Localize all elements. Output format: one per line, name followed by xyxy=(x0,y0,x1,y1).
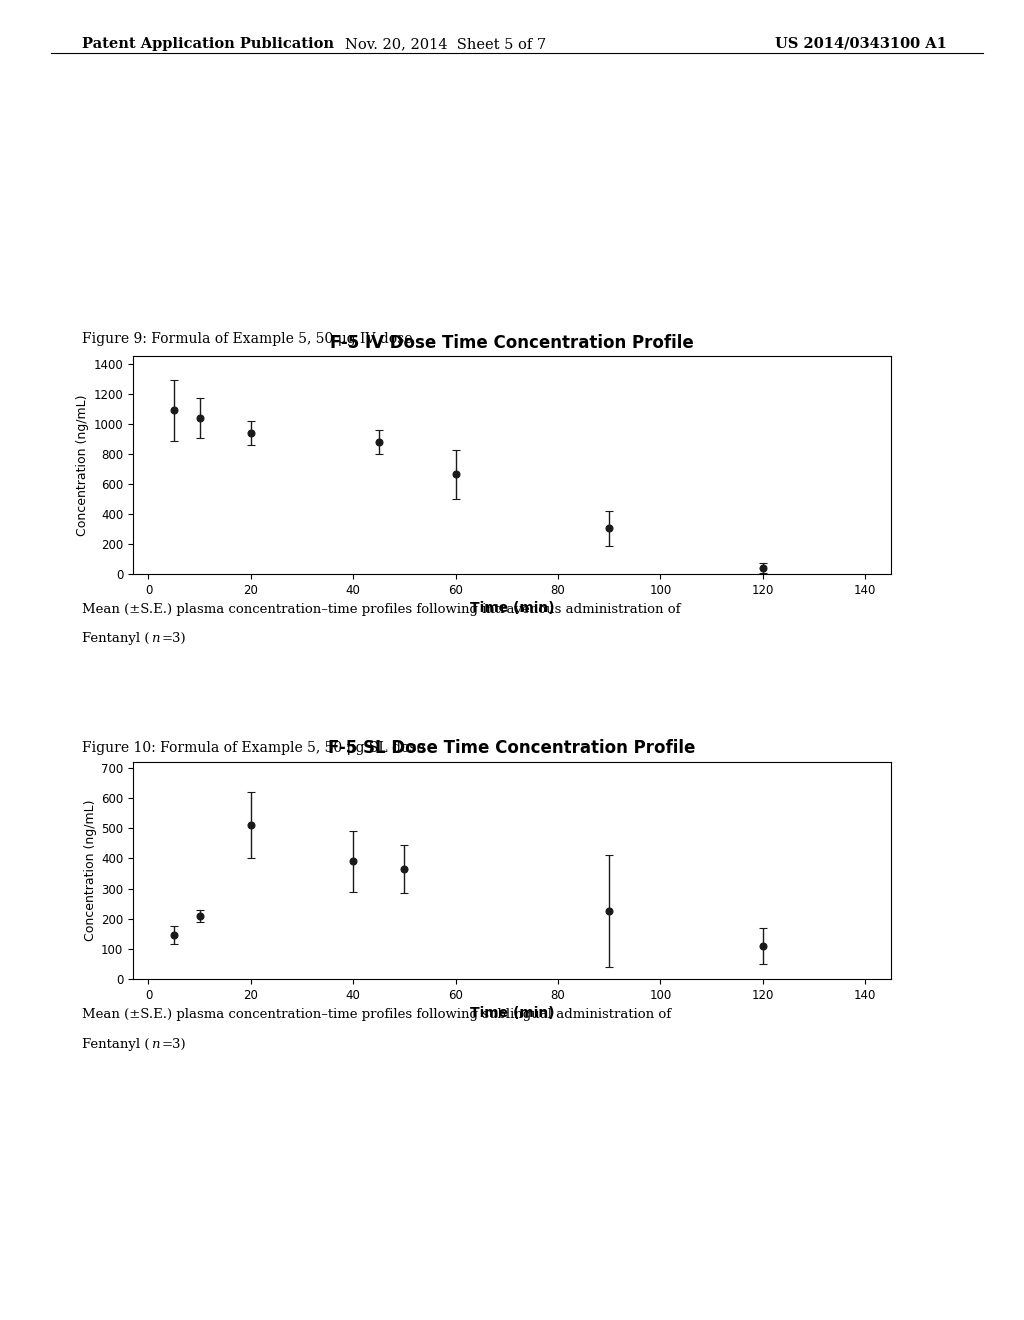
Text: n: n xyxy=(152,632,160,645)
Text: Nov. 20, 2014  Sheet 5 of 7: Nov. 20, 2014 Sheet 5 of 7 xyxy=(345,37,546,51)
Text: Mean (±S.E.) plasma concentration–time profiles following intravenous administra: Mean (±S.E.) plasma concentration–time p… xyxy=(82,603,680,616)
Text: US 2014/0343100 A1: US 2014/0343100 A1 xyxy=(775,37,947,51)
Text: Mean (±S.E.) plasma concentration–time profiles following sublingual administrat: Mean (±S.E.) plasma concentration–time p… xyxy=(82,1008,671,1022)
Text: =3): =3) xyxy=(162,632,186,645)
Text: Figure 10: Formula of Example 5, 50 μg SL dose: Figure 10: Formula of Example 5, 50 μg S… xyxy=(82,741,425,755)
Text: Patent Application Publication: Patent Application Publication xyxy=(82,37,334,51)
Text: Figure 9: Formula of Example 5, 50 μg IV dose: Figure 9: Formula of Example 5, 50 μg IV… xyxy=(82,331,413,346)
Text: Fentanyl (: Fentanyl ( xyxy=(82,1038,150,1051)
X-axis label: Time (min): Time (min) xyxy=(470,1006,554,1020)
Y-axis label: Concentration (ng/mL): Concentration (ng/mL) xyxy=(77,395,89,536)
Text: n: n xyxy=(152,1038,160,1051)
Y-axis label: Concentration (ng/mL): Concentration (ng/mL) xyxy=(84,800,97,941)
X-axis label: Time (min): Time (min) xyxy=(470,601,554,615)
Text: Fentanyl (: Fentanyl ( xyxy=(82,632,150,645)
Text: =3): =3) xyxy=(162,1038,186,1051)
Title: F-5 SL Dose Time Concentration Profile: F-5 SL Dose Time Concentration Profile xyxy=(329,739,695,758)
Title: F-5 IV Dose Time Concentration Profile: F-5 IV Dose Time Concentration Profile xyxy=(330,334,694,352)
